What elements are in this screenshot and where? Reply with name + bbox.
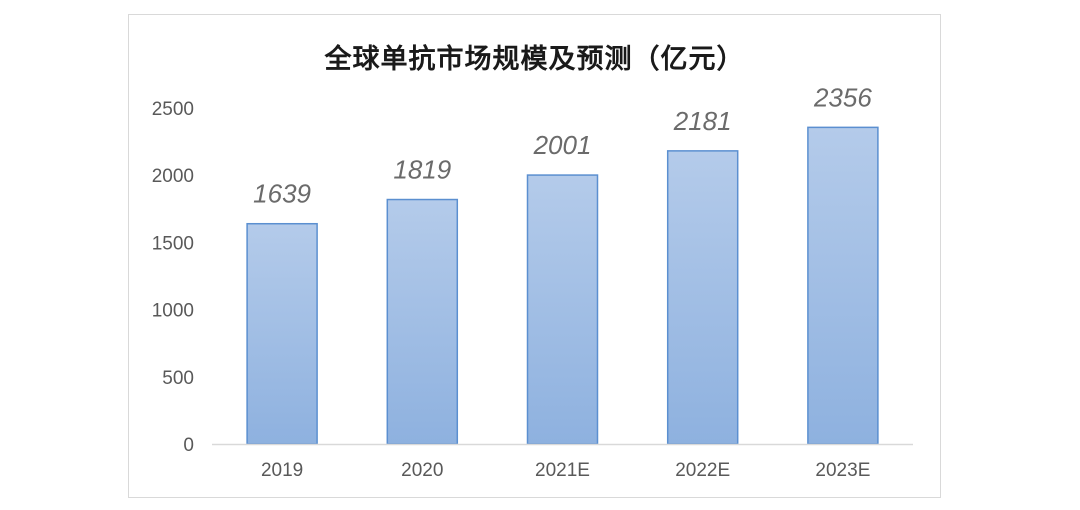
bar — [666, 150, 739, 445]
x-axis-labels: 2019 2020 2021E 2022E 2023E — [261, 460, 870, 481]
data-label: 1639 — [253, 179, 311, 209]
y-tick-label: 1000 — [152, 301, 194, 322]
y-tick-label: 500 — [162, 368, 194, 389]
bars — [246, 126, 879, 445]
data-label: 2181 — [673, 106, 732, 136]
y-tick-label: 2000 — [152, 166, 194, 187]
x-tick-label: 2020 — [401, 460, 443, 481]
x-tick-label: 2022E — [675, 460, 730, 481]
data-label: 2356 — [813, 82, 872, 112]
data-label: 2001 — [533, 130, 592, 160]
y-tick-label: 0 — [183, 435, 194, 456]
y-axis-labels: 0 500 1000 1500 2000 2500 — [152, 99, 194, 456]
x-tick-label: 2023E — [815, 460, 870, 481]
y-tick-label: 2500 — [152, 99, 194, 120]
x-tick-label: 2021E — [535, 460, 590, 481]
bar — [526, 174, 599, 445]
chart-title: 全球单抗市场规模及预测（亿元） — [324, 44, 745, 75]
data-labels: 1639 1819 2001 2181 2356 — [253, 82, 872, 208]
bar — [386, 198, 459, 445]
bar — [246, 222, 318, 445]
x-tick-label: 2019 — [261, 460, 303, 481]
data-label: 1819 — [393, 155, 451, 185]
bar — [807, 126, 879, 445]
y-tick-label: 1500 — [152, 233, 194, 254]
